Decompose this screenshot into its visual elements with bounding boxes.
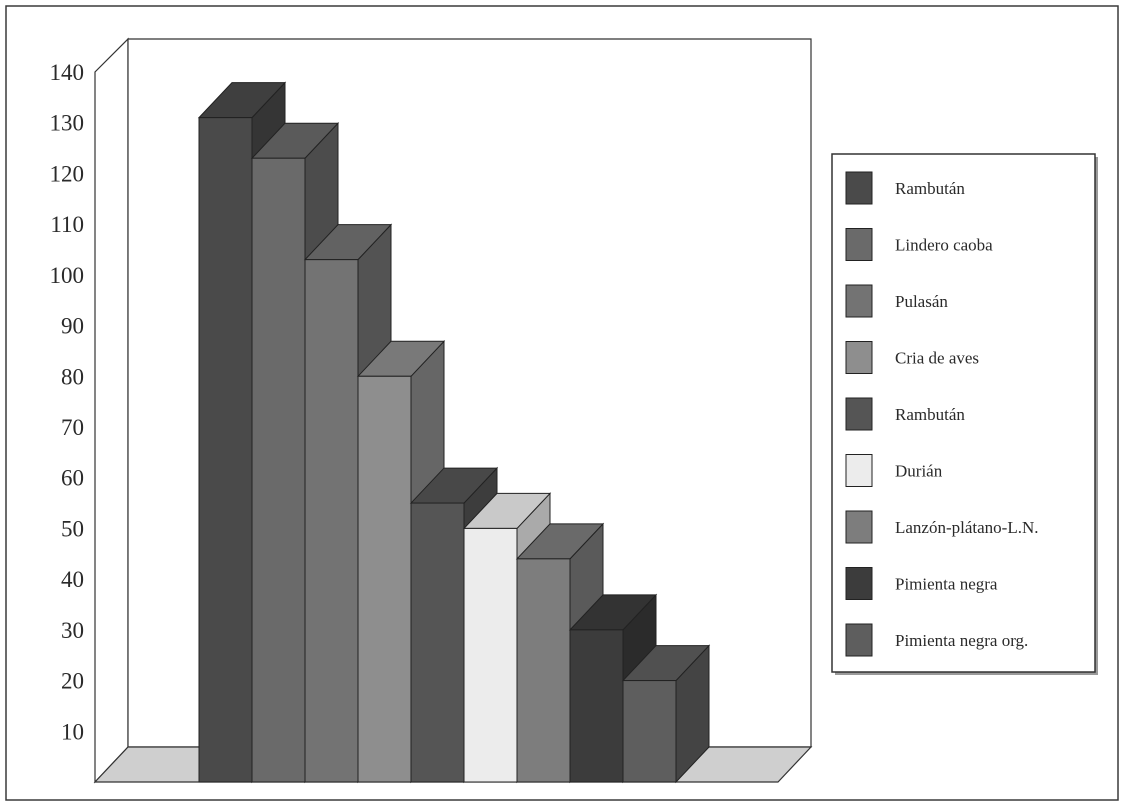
bar-front — [622, 680, 677, 783]
legend-label: Rambután — [895, 179, 965, 198]
legend-swatch — [845, 171, 873, 205]
y-tick-label: 110 — [50, 212, 84, 237]
legend-label: Pulasán — [895, 292, 948, 311]
y-tick-label: 10 — [61, 719, 84, 744]
legend-swatch — [845, 623, 873, 657]
bar-front — [251, 157, 306, 783]
legend-swatch — [845, 341, 873, 374]
legend-swatch — [845, 284, 873, 318]
y-axis: 10 20 30 40 50 60 70 80 90 100 110 120 130 140 — [50, 60, 85, 744]
legend-swatch — [845, 397, 873, 431]
legend-label: Pimienta negra — [895, 575, 998, 594]
legend-swatch — [845, 567, 873, 600]
legend-item: Lindero caoba — [845, 228, 993, 261]
y-tick-label: 70 — [61, 415, 84, 440]
legend-item: Pulasán — [845, 284, 948, 318]
y-tick-label: 50 — [61, 516, 84, 541]
bar-front — [463, 527, 518, 783]
y-tick-label: 140 — [50, 60, 85, 85]
legend-swatch — [845, 454, 873, 487]
legend-label: Lindero caoba — [895, 236, 993, 255]
y-tick-label: 120 — [50, 161, 85, 186]
y-tick-label: 80 — [61, 364, 84, 389]
outer-frame — [5, 5, 1119, 801]
y-tick-label: 40 — [61, 567, 84, 592]
bar-front — [569, 629, 624, 783]
legend-item: Rambután — [845, 171, 965, 205]
legend-label: Lanzón-plátano-L.N. — [895, 518, 1039, 537]
y-tick-label: 30 — [61, 618, 84, 643]
side-wall — [94, 37, 129, 784]
bar-front — [357, 375, 412, 783]
y-tick-label: 130 — [50, 111, 85, 136]
bar — [621, 644, 711, 784]
bar-front — [410, 502, 465, 783]
legend-item: Lanzón-plátano-L.N. — [845, 510, 1039, 544]
legend-swatch — [845, 510, 873, 544]
legend-item: Rambután — [845, 397, 965, 431]
legend-item: Cria de aves — [845, 341, 979, 374]
legend-label: Cria de aves — [895, 349, 979, 368]
y-tick-label: 90 — [61, 314, 84, 339]
bar-front — [516, 558, 571, 783]
legend-item: Pimienta negra org. — [845, 623, 1028, 657]
legend-swatch — [845, 228, 873, 261]
y-tick-label: 100 — [50, 263, 85, 288]
legend-label: Pimienta negra org. — [895, 631, 1028, 650]
bar-front — [304, 259, 359, 783]
bar-front — [198, 117, 253, 783]
y-tick-label: 20 — [61, 669, 84, 694]
legend-label: Rambután — [895, 405, 965, 424]
bar-series — [197, 81, 711, 784]
legend-item: Durián — [845, 454, 943, 487]
y-tick-label: 60 — [61, 466, 84, 491]
legend-label: Durián — [895, 462, 943, 481]
legend-box — [831, 153, 1096, 673]
legend: Rambután Lindero caoba Pulasán Cria de aves… — [831, 153, 1098, 675]
legend-item: Pimienta negra — [845, 567, 998, 600]
